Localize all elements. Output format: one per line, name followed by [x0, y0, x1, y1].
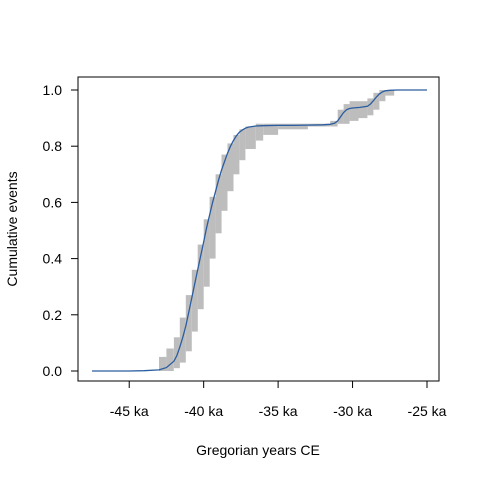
band-block [263, 123, 279, 135]
x-tick-label: -35 ka [259, 403, 298, 419]
y-tick-label: 0.2 [43, 307, 63, 323]
band-block [373, 92, 380, 110]
x-tick-label: -45 ka [110, 403, 149, 419]
uncertainty-band [159, 90, 395, 371]
band-block [209, 196, 216, 259]
cumulative-curve-layer [92, 89, 427, 372]
cumulative-curve [92, 89, 427, 372]
band-block [227, 143, 234, 192]
y-tick-label: 0.6 [43, 194, 63, 210]
band-block [233, 135, 240, 175]
y-axis-title: Cumulative events [4, 171, 20, 286]
band-block [379, 90, 386, 102]
band-block [215, 174, 222, 234]
x-tick-label: -40 ka [184, 403, 223, 419]
y-axis: 0.0 0.2 0.4 0.6 0.8 1.0 [43, 82, 79, 379]
band-block [239, 129, 246, 161]
band-block [179, 317, 186, 363]
band-block [203, 219, 210, 287]
x-axis-title: Gregorian years CE [196, 442, 320, 458]
band-block [343, 104, 350, 124]
band-block [173, 337, 180, 369]
band-block [255, 123, 264, 141]
y-tick-label: 0.0 [43, 363, 63, 379]
x-tick-label: -25 ka [408, 403, 447, 419]
band-block [159, 356, 167, 371]
band-block [349, 101, 359, 121]
band-block [166, 348, 174, 371]
band-block [185, 295, 192, 352]
band-block [197, 244, 204, 310]
band-block [245, 126, 256, 149]
band-block [385, 90, 395, 96]
band-block [221, 154, 228, 211]
band-block [367, 98, 374, 116]
band-block [191, 269, 198, 332]
x-tick-label: -30 ka [333, 403, 372, 419]
y-tick-label: 0.8 [43, 138, 63, 154]
band-block [358, 101, 368, 119]
band-block [278, 123, 308, 130]
y-tick-label: 1.0 [43, 82, 63, 98]
x-axis: -45 ka -40 ka -35 ka -30 ka -25 ka [110, 380, 447, 419]
y-tick-label: 0.4 [43, 251, 63, 267]
